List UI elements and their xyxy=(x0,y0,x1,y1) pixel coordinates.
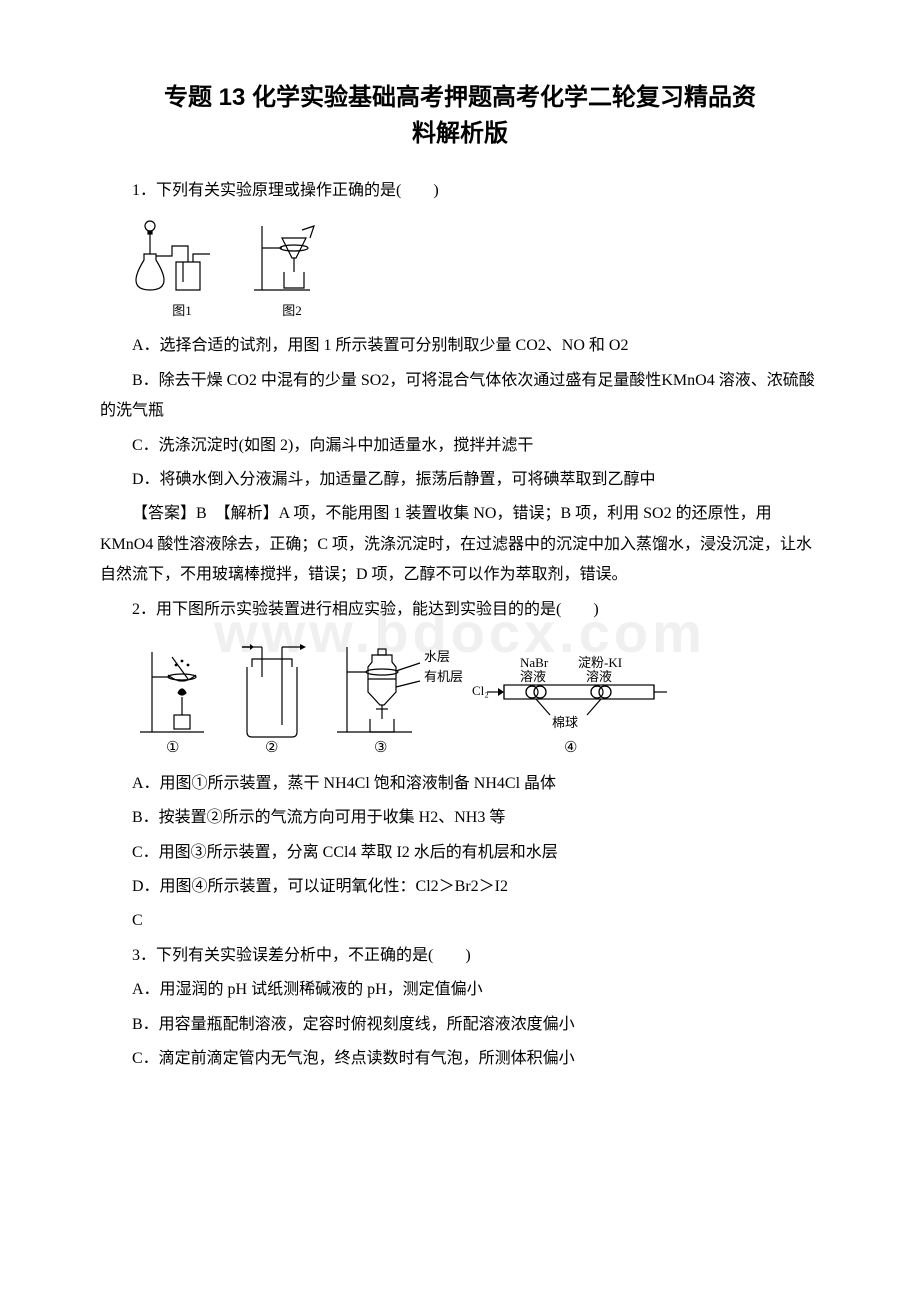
q3-option-c: C．滴定前滴定管内无气泡，终点读数时有气泡，所测体积偏小 xyxy=(100,1044,820,1074)
q2-answer: C xyxy=(100,906,820,936)
q2-label-ki2: 溶液 xyxy=(586,669,612,684)
q2-num-2: ② xyxy=(265,739,278,756)
q1-option-b: B．除去干燥 CO2 中混有的少量 SO2，可将混合气体依次通过盛有足量酸性KM… xyxy=(100,366,820,427)
q2-label-nabr2: 溶液 xyxy=(520,669,546,684)
q1-figure-2: 图2 xyxy=(252,218,332,319)
q1-answer: 【答案】B 【解析】A 项，不能用图 1 装置收集 NO，错误；B 项，利用 S… xyxy=(100,499,820,590)
q1-option-d: D．将碘水倒入分液漏斗，加适量乙醇，振荡后静置，可将碘萃取到乙醇中 xyxy=(100,465,820,495)
q2-label-cl2: Cl₂ xyxy=(472,683,489,698)
q1-stem: 1．下列有关实验原理或操作正确的是( ) xyxy=(100,176,820,206)
q2-option-c: C．用图③所示装置，分离 CCl4 萃取 I2 水后的有机层和水层 xyxy=(100,838,820,868)
q1-figure: 图1 xyxy=(132,218,820,319)
q2-option-d: D．用图④所示装置，可以证明氧化性：Cl2＞Br2＞I2 xyxy=(100,872,820,902)
q2-option-b: B．按装置②所示的气流方向可用于收集 H2、NH3 等 xyxy=(100,803,820,833)
q2-label-ki: 淀粉-KI xyxy=(578,655,622,670)
q1-figure-1: 图1 xyxy=(132,218,232,319)
q1-fig1-label: 图1 xyxy=(172,300,192,319)
q2-num-1: ① xyxy=(166,739,179,756)
q2-label-water: 水层 xyxy=(424,649,450,664)
q1-option-a: A．选择合适的试剂，用图 1 所示装置可分别制取少量 CO2、NO 和 O2 xyxy=(100,331,820,361)
document-content: 专题 13 化学实验基础高考押题高考化学二轮复习精品资 料解析版 1．下列有关实… xyxy=(100,80,820,1074)
q1-option-c: C．洗涤沉淀时(如图 2)，向漏斗中加适量水，搅拌并滤干 xyxy=(100,431,820,461)
q2-label-organic: 有机层 xyxy=(424,669,463,684)
page-title: 专题 13 化学实验基础高考押题高考化学二轮复习精品资 料解析版 xyxy=(100,80,820,152)
q2-label-cotton: 棉球 xyxy=(552,715,578,730)
q2-label-nabr: NaBr xyxy=(520,655,549,670)
q2-stem: 2．用下图所示实验装置进行相应实验，能达到实验目的的是( ) xyxy=(100,595,820,625)
q2-option-a: A．用图①所示装置，蒸干 NH4Cl 饱和溶液制备 NH4Cl 晶体 xyxy=(100,769,820,799)
q2-num-3: ③ xyxy=(374,739,387,756)
title-line-1: 专题 13 化学实验基础高考押题高考化学二轮复习精品资 xyxy=(164,84,756,111)
q3-option-a: A．用湿润的 pH 试纸测稀碱液的 pH，测定值偏小 xyxy=(100,975,820,1005)
q3-option-b: B．用容量瓶配制溶液，定容时俯视刻度线，所配溶液浓度偏小 xyxy=(100,1010,820,1040)
q2-figure: 水层 有机层 Cl₂ NaBr 溶液 淀粉-KI 溶液 棉球 ① ② ③ ④ xyxy=(132,637,820,757)
q3-stem: 3．下列有关实验误差分析中，不正确的是( ) xyxy=(100,941,820,971)
q2-num-4: ④ xyxy=(564,739,577,756)
title-line-2: 料解析版 xyxy=(412,120,508,147)
q1-fig2-label: 图2 xyxy=(282,300,302,319)
